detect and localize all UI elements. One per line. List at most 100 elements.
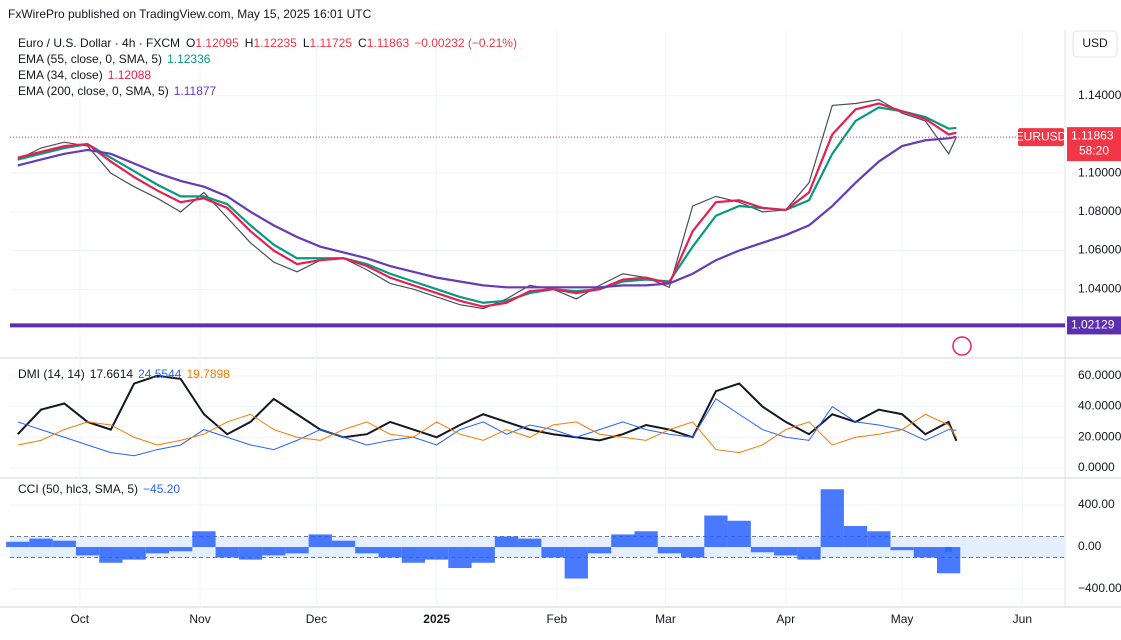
cci-bar [867, 531, 891, 548]
x-tick-label: Jun [1013, 612, 1032, 626]
support-label: 1.02129 [1071, 318, 1115, 332]
symbol-legend: Euro / U.S. Dollar · 4h · FXCM O1.12095 H 1… [18, 36, 517, 50]
cci-bar [797, 547, 821, 560]
legend-part: L [303, 36, 310, 50]
legend-part: EMA (55, close, 0, SMA, 5) [18, 52, 162, 66]
cci-bar [494, 536, 519, 548]
cci-bar [471, 547, 495, 563]
cci-bar [262, 547, 286, 556]
cci-bar [448, 547, 472, 569]
cci-bar [238, 547, 263, 560]
cci-bar [52, 540, 76, 548]
indicator-line [17, 398, 957, 457]
ema-legend: EMA (34, close) 1.12088 [18, 68, 151, 82]
cci-bar [587, 547, 612, 554]
legend-part: Euro / U.S. Dollar · 4h · FXCM [18, 36, 180, 50]
x-tick-label: Apr [776, 612, 795, 626]
cci-legend: CCI (50, hlc3, SMA, 5) −45.20 [18, 482, 180, 496]
cci-bar [681, 547, 705, 558]
symbol-label: EURUSD [1016, 129, 1067, 143]
last-price-tag [1067, 127, 1121, 162]
indicator-line [17, 102, 957, 308]
legend-part: H [245, 36, 254, 50]
legend-part: O [186, 36, 195, 50]
ema-legend: EMA (55, close, 0, SMA, 5) 1.12336 [18, 52, 211, 66]
cci-bar [308, 534, 332, 548]
x-tick-label: Feb [547, 612, 568, 626]
cci-bar [425, 547, 449, 560]
cci-bar [378, 547, 402, 558]
price-line [17, 99, 957, 310]
countdown: 58:20 [1079, 143, 1109, 157]
x-tick-label: 2025 [423, 612, 450, 626]
legend-part: −0.00232 (−0.21%) [414, 36, 517, 50]
cci-bar [75, 547, 100, 556]
legend-part: EMA (200, close, 0, SMA, 5) [18, 84, 169, 98]
currency-box[interactable] [1072, 30, 1118, 58]
cci-bar [913, 547, 938, 558]
dmi-legend: DMI (14, 14) 17.6614 24.5544 19.7898 [18, 367, 230, 381]
cci-bar [169, 547, 193, 552]
y-tick-label: 1.06000 [1078, 243, 1121, 257]
y-tick-label: −400.00 [1078, 581, 1121, 595]
legend-part: C [358, 36, 367, 50]
y-tick-label: 0.0000 [1078, 460, 1115, 474]
cci-bar [331, 540, 356, 548]
y-tick-label: 1.10000 [1078, 165, 1121, 179]
y-tick-label: 60.0000 [1078, 368, 1121, 382]
legend-part: 1.12088 [108, 68, 152, 82]
cci-bar [774, 547, 798, 556]
legend-part: 1.11863 [367, 36, 410, 50]
last-price-label: 1.11863 [1071, 128, 1114, 142]
cci-bar [29, 538, 53, 548]
legend-part: 1.12336 [167, 52, 211, 66]
indicator-line [17, 135, 957, 289]
cci-bar [215, 547, 239, 558]
y-tick-label: 1.08000 [1078, 204, 1121, 218]
publish-header: FxWirePro published on TradingView.com, … [8, 7, 372, 21]
cci-bar [657, 547, 682, 554]
ema-legend: EMA (200, close, 0, SMA, 5) 1.11877 [18, 84, 217, 98]
legend-part: 24.5544 [138, 367, 182, 381]
cci-bar [611, 534, 635, 548]
currency: USD [1082, 36, 1108, 50]
cci-bar [518, 538, 542, 548]
cci-bar [122, 547, 146, 560]
cci-bar [541, 547, 565, 558]
cci-bar [192, 531, 216, 548]
y-tick-label: 1.14000 [1078, 88, 1121, 102]
cci-bar [727, 520, 751, 548]
y-tick-label: 40.0000 [1078, 399, 1121, 413]
x-tick-label: May [891, 612, 914, 626]
legend-part: 1.11725 [310, 36, 353, 50]
indicator-line [17, 413, 957, 454]
cci-bar [6, 541, 30, 548]
x-tick-label: Mar [655, 612, 676, 626]
symbol-tag [1018, 128, 1064, 147]
cci-bar [704, 515, 728, 548]
legend-part: −45.20 [143, 482, 180, 496]
cci-bar [401, 547, 426, 563]
legend-part: 17.6614 [90, 367, 134, 381]
cci-bar [820, 489, 844, 548]
support-tag [1067, 316, 1121, 335]
y-tick-label: 20.0000 [1078, 429, 1121, 443]
indicator-line [17, 106, 957, 304]
cci-bar [145, 547, 170, 554]
cci-bar [944, 547, 952, 552]
cci-bar [99, 547, 123, 563]
cci-bar [750, 547, 775, 553]
legend-part: 1.11877 [174, 84, 217, 98]
cci-bar [564, 547, 588, 579]
legend-part: CCI (50, hlc3, SMA, 5) [18, 482, 138, 496]
y-tick-label: 1.04000 [1078, 281, 1121, 295]
cci-bar [937, 547, 961, 574]
cci-bar [890, 547, 914, 551]
legend-part: 1.12095 [195, 36, 239, 50]
cci-bar [843, 526, 868, 548]
alert-icon[interactable] [952, 336, 972, 356]
y-tick-label: 400.00 [1078, 497, 1115, 511]
legend-part: DMI (14, 14) [18, 367, 85, 381]
x-tick-label: Oct [70, 612, 89, 626]
